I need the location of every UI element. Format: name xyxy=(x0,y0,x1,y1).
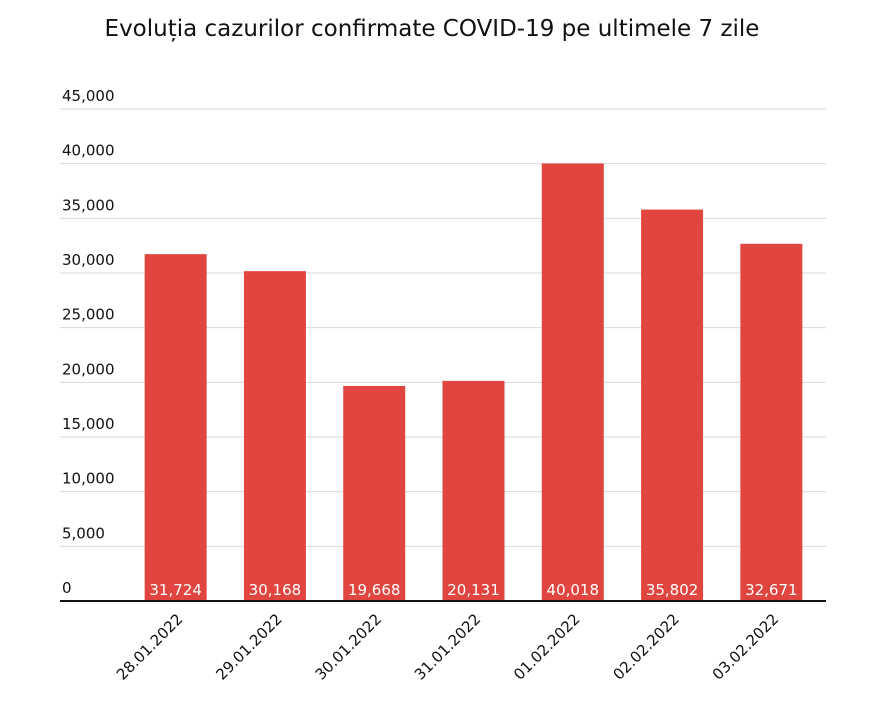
bar xyxy=(740,243,803,602)
value-label: 40,018 xyxy=(547,581,600,599)
y-tick-label: 10,000 xyxy=(62,470,115,488)
y-tick-label: 35,000 xyxy=(62,196,115,214)
value-label: 35,802 xyxy=(646,581,699,599)
y-tick-label: 30,000 xyxy=(62,251,115,269)
y-tick-label: 15,000 xyxy=(62,415,115,433)
y-tick-label: 0 xyxy=(62,579,72,597)
value-label: 31,724 xyxy=(149,581,202,599)
value-label: 32,671 xyxy=(745,581,798,599)
chart-title: Evoluția cazurilor confirmate COVID-19 p… xyxy=(105,16,760,42)
y-tick-label: 45,000 xyxy=(62,87,115,105)
y-tick-label: 40,000 xyxy=(62,142,115,160)
bar xyxy=(243,271,306,601)
y-tick-label: 25,000 xyxy=(62,306,115,324)
value-label: 30,168 xyxy=(249,581,302,599)
bar xyxy=(343,385,406,601)
bar xyxy=(144,254,207,601)
bar xyxy=(442,380,505,601)
y-tick-label: 20,000 xyxy=(62,360,115,378)
bar xyxy=(641,209,704,601)
value-label: 19,668 xyxy=(348,581,401,599)
value-label: 20,131 xyxy=(447,581,500,599)
bar xyxy=(541,163,604,602)
y-tick-label: 5,000 xyxy=(62,524,105,542)
